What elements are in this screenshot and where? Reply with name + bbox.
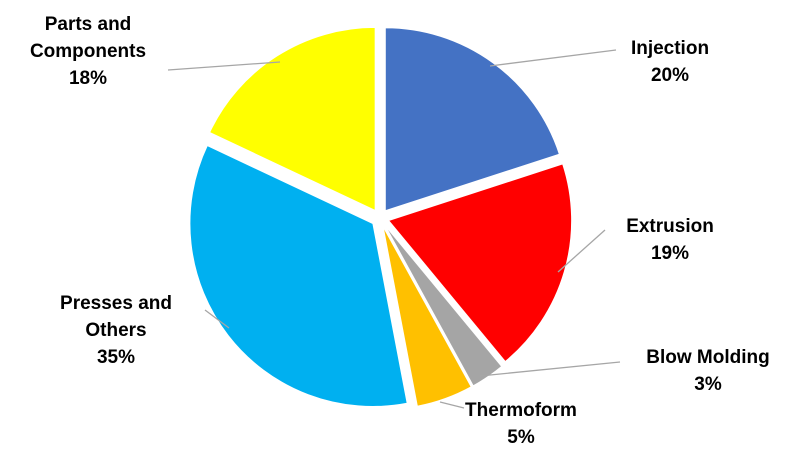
leader-line-injection <box>489 49 617 67</box>
leader-line-parts-and-components <box>167 61 281 71</box>
pie-slice-parts-and-components <box>208 26 376 212</box>
data-label-percent: 20% <box>651 65 689 86</box>
data-label-injection: Injection 20% <box>631 38 709 86</box>
leader-line-extrusion <box>557 229 606 273</box>
data-label-category: Components <box>30 41 146 62</box>
leader-lines-group <box>167 49 621 409</box>
data-label-thermoform: Thermoform 5% <box>465 400 577 448</box>
data-label-parts-and-components: Parts and Components 18% <box>30 14 146 89</box>
data-label-percent: 5% <box>507 427 535 448</box>
data-label-category: Extrusion <box>626 216 714 237</box>
data-labels-group: Injection 20% Extrusion 19% Blow Molding 3% Th… <box>30 14 770 448</box>
data-label-category: Injection <box>631 38 709 59</box>
pie-slice-blow-molding <box>384 225 503 387</box>
leader-line-thermoform <box>439 401 465 409</box>
data-label-extrusion: Extrusion 19% <box>626 216 714 264</box>
data-label-percent: 35% <box>97 347 135 368</box>
data-label-category: Others <box>85 320 146 341</box>
data-label-category: Thermoform <box>465 400 577 421</box>
data-label-presses-and-others: Presses and Others 35% <box>60 293 172 368</box>
leader-line-presses-and-others <box>204 309 230 329</box>
pie-slice-injection <box>384 27 560 212</box>
data-label-percent: 3% <box>694 374 722 395</box>
data-label-blow-molding: Blow Molding 3% <box>646 347 769 395</box>
pie-slice-presses-and-others <box>189 144 408 408</box>
data-label-percent: 19% <box>651 243 689 264</box>
data-label-category: Blow Molding <box>646 347 769 368</box>
data-label-category: Parts and <box>45 14 132 35</box>
leader-line-blow-molding <box>479 361 621 377</box>
data-label-category: Presses and <box>60 293 172 314</box>
pie-slice-extrusion <box>387 163 573 363</box>
data-label-percent: 18% <box>69 68 107 89</box>
slices-group <box>189 26 573 408</box>
pie-slice-thermoform <box>382 226 472 407</box>
